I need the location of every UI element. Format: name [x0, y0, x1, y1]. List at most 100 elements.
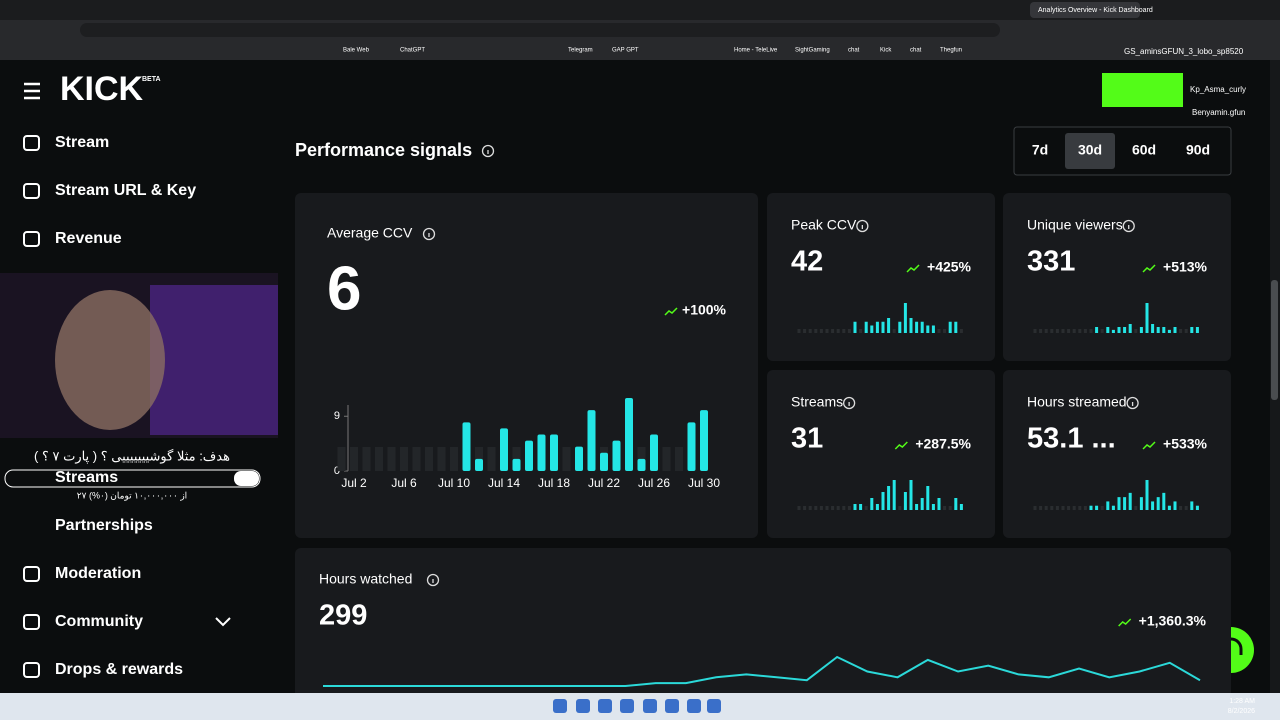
x-tick-label: Jul 26	[638, 476, 670, 490]
card-change: +287.5%	[915, 436, 971, 452]
spark-track	[892, 329, 896, 333]
taskbar-icon[interactable]	[643, 699, 657, 713]
bookmark[interactable]: Kick	[880, 48, 892, 54]
spark-track	[847, 329, 851, 333]
bookmark[interactable]: chat	[910, 48, 922, 54]
spark-track	[797, 329, 801, 333]
bookmark[interactable]: Bale Web	[343, 48, 370, 54]
card	[295, 548, 1231, 708]
bar-track	[350, 447, 358, 471]
trend-icon	[894, 441, 908, 450]
bar	[650, 434, 658, 471]
card-change: +1,360.3%	[1139, 613, 1207, 629]
spark-bar	[1111, 330, 1115, 333]
range-button[interactable]: 90d	[1186, 142, 1210, 158]
spark-track	[1134, 506, 1138, 510]
spark-bar	[864, 321, 868, 333]
bar	[475, 458, 483, 471]
spark-bar	[1167, 330, 1171, 333]
spark-bar	[898, 321, 902, 333]
spark-track	[803, 506, 807, 510]
chevron[interactable]	[215, 617, 231, 627]
bookmark[interactable]: Telegram	[568, 48, 593, 54]
bar	[575, 446, 583, 471]
spark-track	[1033, 329, 1037, 333]
spark-bar	[1162, 327, 1166, 333]
spark-bar	[1156, 497, 1160, 510]
taskbar-icon[interactable]	[576, 699, 590, 713]
nav-item[interactable]: Stream	[55, 134, 109, 151]
spark-bar	[870, 325, 874, 333]
x-tick-label: Jul 6	[391, 476, 417, 490]
spark-track	[814, 506, 818, 510]
logo[interactable]: KICK	[60, 70, 144, 108]
active-tab[interactable]	[1030, 2, 1140, 18]
scrollbar-thumb[interactable]	[1271, 280, 1278, 400]
bar	[512, 458, 521, 471]
taskbar-icon[interactable]	[553, 699, 567, 713]
spark-bar	[887, 486, 891, 510]
bookmark[interactable]: chat	[848, 48, 860, 54]
card-label: Hours streamed	[1027, 394, 1127, 410]
range-button[interactable]: 60d	[1132, 142, 1156, 158]
spark-bar	[1151, 324, 1155, 333]
info-icon	[422, 227, 436, 241]
bookmark[interactable]: SightGaming	[795, 48, 830, 54]
spark-track	[1083, 329, 1087, 333]
taskbar-icon[interactable]	[598, 699, 612, 713]
spark-track	[1134, 329, 1138, 333]
spark-track	[831, 506, 835, 510]
nav-icon	[23, 135, 40, 151]
overlay-percent: ۰%	[240, 473, 253, 483]
spark-track	[1078, 506, 1082, 510]
spark-bar	[853, 504, 857, 510]
card-value: 42	[791, 246, 823, 278]
nav-item[interactable]: Stream URL & Key	[55, 182, 196, 199]
taskbar-icon[interactable]	[665, 699, 679, 713]
nav-item[interactable]: Drops & rewards	[55, 661, 183, 678]
spark-bar	[875, 504, 879, 510]
taskbar-icon[interactable]	[620, 699, 634, 713]
nav-item[interactable]: Streams	[55, 469, 118, 486]
spark-track	[825, 329, 829, 333]
url-field[interactable]	[80, 23, 1000, 37]
spark-track	[943, 329, 947, 333]
taskbar-icon[interactable]	[687, 699, 701, 713]
bar	[500, 428, 508, 471]
trend-icon	[1118, 618, 1132, 627]
range-button[interactable]: 7d	[1032, 142, 1048, 158]
tab-title[interactable]: Analytics Overview - Kick Dashboard	[1038, 7, 1153, 14]
nav-item[interactable]: Partnerships	[55, 517, 153, 534]
bookmark[interactable]: ChatGPT	[400, 48, 425, 54]
bar	[612, 440, 621, 471]
spark-track	[1039, 506, 1043, 510]
nav-icon	[23, 231, 40, 247]
bookmark[interactable]: Home - TeleLive	[734, 48, 778, 54]
taskbar-icon[interactable]	[707, 699, 721, 713]
overlay-progress: ۲۷ از ۱۰,۰۰۰,۰۰۰ تومان (۰%)	[77, 490, 187, 501]
spark-bar	[915, 321, 919, 333]
chat-user: Benyamin.gfun	[1192, 108, 1245, 117]
spark-track	[1083, 506, 1087, 510]
taskbar-date: 8/2/2026	[1228, 708, 1255, 715]
card-value: 299	[319, 600, 367, 632]
bar-track	[375, 447, 383, 471]
spark-bar	[892, 480, 896, 510]
nav-icon	[23, 662, 40, 678]
spark-bar	[909, 318, 913, 333]
nav-item[interactable]: Moderation	[55, 565, 141, 582]
card-change: +100%	[682, 302, 727, 318]
spark-bar	[1123, 497, 1127, 510]
webcam-light	[150, 285, 278, 435]
spark-track	[864, 506, 868, 510]
bar	[550, 434, 558, 471]
nav-item[interactable]: Community	[55, 613, 143, 630]
spark-track	[819, 506, 823, 510]
spark-bar	[1145, 480, 1149, 510]
nav-item[interactable]: Revenue	[55, 230, 122, 247]
card-value: 53.1 ...	[1027, 423, 1116, 455]
range-button[interactable]: 30d	[1078, 142, 1102, 158]
y-tick-label: 0	[334, 465, 340, 477]
bookmark[interactable]: GAP GPT	[612, 48, 639, 54]
bookmark[interactable]: Thegfun	[940, 48, 962, 54]
